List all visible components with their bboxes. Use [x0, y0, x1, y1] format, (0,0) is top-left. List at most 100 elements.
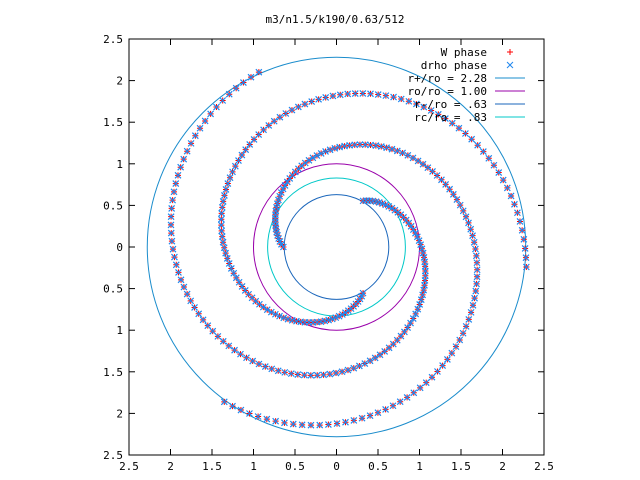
drho-phase-point	[255, 68, 263, 76]
drho-phase-point	[183, 147, 191, 155]
drho-phase-point	[473, 259, 481, 267]
drho-phase-point	[263, 415, 271, 423]
drho-phase-point	[366, 357, 374, 365]
drho-phase-point	[263, 306, 271, 314]
drho-phase-point	[220, 192, 228, 199]
drho-phase-point	[361, 141, 369, 149]
drho-phase-point	[410, 389, 418, 397]
drho-phase-point	[471, 245, 479, 253]
drho-phase-point	[227, 265, 235, 272]
drho-phase-point	[461, 130, 469, 137]
drho-phase-point	[448, 119, 456, 127]
drho-phase-point	[336, 91, 344, 99]
drho-phase-point	[390, 93, 397, 101]
drho-phase-point	[474, 141, 482, 149]
drho-phase-point	[231, 162, 239, 170]
x-tick-label: 1	[416, 460, 423, 473]
drho-phase-point	[455, 124, 463, 132]
drho-phase-point	[219, 97, 227, 104]
drho-phase-point	[441, 115, 449, 123]
drho-phase-point	[416, 384, 424, 392]
y-tick-label: 0	[116, 241, 123, 254]
legend-label: drho phase	[421, 59, 487, 72]
drho-phase-point	[333, 420, 341, 428]
drho-phase-point	[219, 197, 227, 205]
drho-phase-point	[284, 315, 292, 323]
drho-phase-point	[522, 263, 530, 271]
drho-phase-point	[338, 311, 346, 318]
drho-phase-point	[409, 315, 417, 322]
drho-phase-point	[356, 141, 364, 149]
drho-phase-point	[281, 419, 288, 427]
drho-phase-point	[229, 168, 236, 176]
drho-phase-point	[232, 84, 240, 92]
drho-phase-point	[169, 196, 177, 204]
drho-phase-point	[442, 180, 450, 188]
drho-phase-point	[247, 73, 255, 81]
drho-phase-point	[424, 164, 432, 172]
drho-phase-point	[219, 337, 227, 345]
drho-phase-point	[218, 209, 226, 217]
drho-phase-point	[230, 269, 238, 277]
drho-phase-point	[226, 174, 234, 182]
axis-ticks: 2.5 2 1.5 1 0.5 0 0.5 1 1.5 2 2.52.521.510.500.511…	[103, 33, 554, 473]
drho-phase-point	[465, 315, 473, 323]
drho-phase-point	[462, 322, 470, 330]
circle-2	[283, 194, 390, 300]
drho-phase-point	[171, 253, 178, 261]
drho-phase-point	[473, 266, 481, 274]
drho-phase-point	[313, 371, 321, 379]
legend-label: r-/ro = .63	[414, 98, 487, 111]
x-tick-label: 1	[250, 460, 257, 473]
drho-phase-point	[320, 371, 328, 379]
drho-phase-point	[199, 316, 207, 324]
drho-phase-point	[272, 417, 280, 425]
drho-phase-point	[268, 365, 276, 373]
drho-phase-point	[195, 310, 203, 318]
drho-phase-point	[367, 90, 374, 98]
drho-phase-point	[513, 209, 521, 217]
drho-phase-point	[351, 141, 359, 149]
drho-phase-point	[448, 349, 456, 357]
drho-phase-point	[305, 156, 313, 164]
drho-phase-point	[187, 139, 195, 147]
drho-phase-point	[462, 213, 470, 221]
drho-phase-point	[229, 402, 236, 410]
drho-phase-point	[225, 260, 233, 267]
drho-phase-point	[231, 346, 238, 354]
y-tick-label: 1	[116, 158, 123, 171]
drho-phase-point	[358, 414, 366, 422]
drho-phase-point	[374, 409, 382, 417]
drho-phase-point	[383, 144, 391, 152]
y-tick-label: 1.5	[103, 116, 123, 129]
y-tick-label: 2.5	[103, 33, 123, 46]
drho-phase-point	[412, 100, 420, 108]
drho-phase-point	[511, 200, 518, 208]
drho-phase-point	[404, 151, 412, 159]
drho-phase-point	[416, 301, 424, 308]
drho-phase-point	[344, 366, 352, 374]
x-tick-label: 2.5	[119, 460, 139, 473]
drho-phase-point	[275, 196, 282, 204]
drho-phase-point	[294, 103, 302, 111]
drho-phase-point	[374, 91, 382, 98]
drho-phase-point	[396, 398, 404, 406]
drho-phase-point	[417, 296, 425, 304]
drho-phase-point	[332, 369, 340, 377]
drho-phase-point	[507, 192, 515, 200]
drho-phase-point	[518, 226, 526, 234]
drho-phase-point	[300, 371, 308, 379]
drho-phase-point	[242, 146, 250, 154]
drho-phase-point	[412, 310, 420, 318]
drho-phase-point	[315, 95, 323, 103]
drho-phase-point	[382, 92, 390, 100]
drho-phase-point	[412, 229, 419, 237]
drho-phase-point	[467, 225, 475, 233]
drho-phase-point	[381, 347, 389, 355]
drho-phase-point	[279, 185, 287, 193]
y-tick-label: 1.5	[103, 366, 123, 379]
drho-phase-point	[322, 94, 330, 101]
drho-phase-point	[220, 244, 228, 252]
drho-phase-point	[276, 312, 283, 320]
